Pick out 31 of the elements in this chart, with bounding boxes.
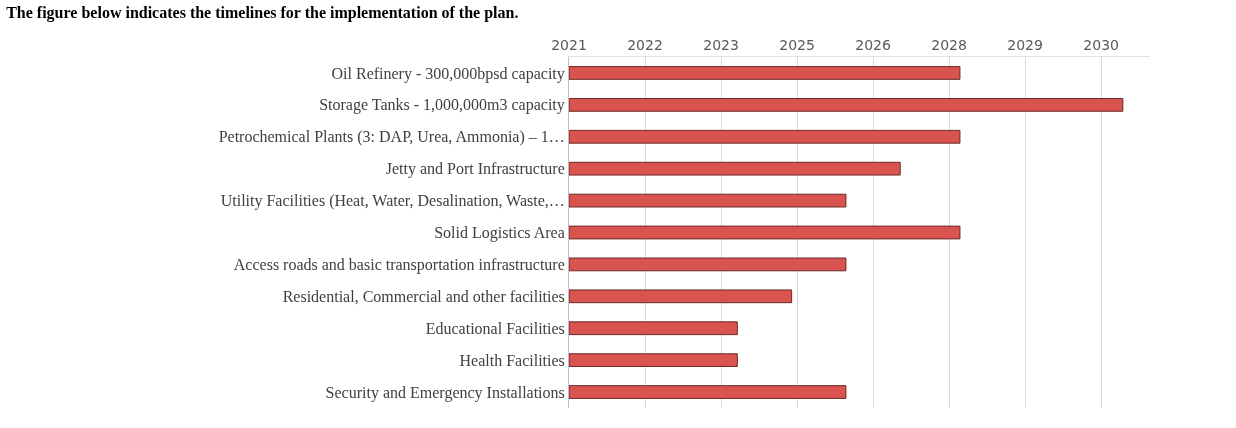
x-tick-label: 2021 (551, 37, 587, 54)
y-tick-label: Health Facilities (459, 351, 565, 369)
y-tick-label: Storage Tanks - 1,000,000m3 capacity (319, 96, 565, 115)
y-tick-label: Solid Logistics Area (434, 224, 565, 243)
x-tick-label: 2025 (779, 37, 815, 54)
bar (569, 321, 738, 336)
y-tick-label: Educational Facilities (425, 319, 565, 337)
y-tick-label: Utility Facilities (Heat, Water, Desalination, Waste,… (220, 192, 565, 211)
x-tick-label: 2023 (703, 37, 739, 54)
bar (569, 129, 961, 144)
bar (569, 225, 961, 240)
y-tick-label: Residential, Commercial and other facilities (282, 287, 565, 305)
x-tick-label: 2030 (1083, 37, 1119, 54)
x-tick-label: 2029 (1007, 37, 1043, 54)
bar (569, 385, 847, 399)
bar (569, 289, 793, 304)
x-tick-label: 2026 (855, 37, 891, 54)
y-tick-label: Security and Emergency Installations (325, 383, 565, 402)
bar (569, 161, 901, 176)
y-tick-label: Access roads and basic transportation infrastructure (233, 256, 565, 275)
text: The figure below indicates the timelines for the implementation of the plan. (6, 3, 519, 22)
y-tick-label: Oil Refinery - 300,000bpsd capacity (331, 64, 565, 83)
y-tick-label: Petrochemical Plants (3: DAP, Urea, Ammonia) – 1… (218, 128, 565, 147)
x-tick-label: 2028 (931, 37, 967, 54)
bar (569, 257, 847, 272)
bar (569, 193, 847, 208)
bar (569, 97, 1124, 112)
bar (569, 353, 738, 368)
y-tick-label: Jetty and Port Infrastructure (385, 160, 565, 179)
x-tick-label: 2022 (627, 37, 663, 54)
bar (569, 66, 961, 80)
